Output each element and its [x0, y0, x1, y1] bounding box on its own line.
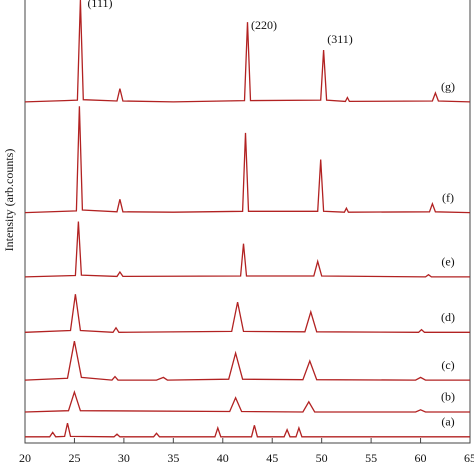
- x-tick-label: 45: [266, 451, 278, 465]
- xrd-trace: [24, 340, 470, 381]
- x-tick-label: 20: [19, 451, 31, 465]
- xrd-trace: [25, 422, 470, 438]
- trace-label: (f): [442, 190, 454, 204]
- trace-label: (g): [441, 80, 455, 94]
- trace-label: (e): [441, 255, 454, 269]
- trace-label: (b): [441, 390, 455, 404]
- peak-label: (311): [327, 32, 353, 46]
- x-tick-label: 35: [167, 451, 179, 465]
- trace-label: (d): [441, 310, 455, 324]
- peak-label: (220): [251, 18, 277, 32]
- x-tick-label: 25: [68, 451, 80, 465]
- xrd-trace: [24, 0, 471, 103]
- xrd-trace: [24, 221, 470, 278]
- y-axis-label: Intensity (arb.counts): [2, 149, 16, 252]
- x-tick-label: 65: [464, 451, 474, 465]
- x-tick-label: 60: [415, 451, 427, 465]
- trace-label: (a): [441, 415, 454, 429]
- trace-label: (c): [441, 358, 454, 372]
- x-tick-label: 30: [118, 451, 130, 465]
- x-tick-label: 40: [217, 451, 229, 465]
- xrd-trace: [24, 389, 470, 413]
- xrd-trace: [24, 106, 471, 214]
- peak-label: (111): [87, 0, 112, 10]
- x-tick-label: 55: [365, 451, 377, 465]
- axis-frame: [24, 0, 471, 444]
- xrd-trace: [24, 294, 470, 333]
- x-tick-label: 50: [316, 451, 328, 465]
